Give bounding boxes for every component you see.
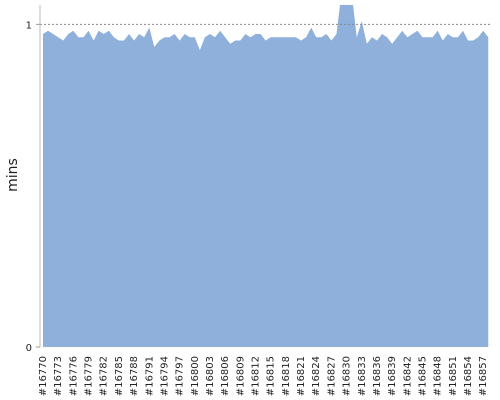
x-tick-label: #16797: [175, 356, 186, 396]
x-tick-label: #16821: [296, 356, 307, 396]
y-axis-label: mins: [5, 158, 21, 192]
x-tick-label: #16776: [68, 356, 79, 396]
x-tick-label: #16791: [144, 356, 155, 396]
x-tick-label: #16848: [433, 356, 444, 396]
x-tick-label: #16788: [129, 356, 140, 396]
x-tick-label: #16779: [84, 356, 95, 396]
x-tick-label: #16785: [114, 356, 125, 396]
x-tick-label: #16830: [342, 356, 353, 396]
x-tick-label: #16806: [220, 356, 231, 396]
x-tick-label: #16833: [357, 356, 368, 396]
x-tick-label: #16809: [235, 356, 246, 396]
x-tick-label: #16857: [478, 356, 489, 396]
x-tick-label: #16839: [387, 356, 398, 396]
x-tick-label: #16845: [418, 356, 429, 396]
x-tick-label: #16794: [159, 356, 170, 396]
area: [43, 5, 489, 347]
x-tick-label: #16827: [326, 356, 337, 396]
x-tick-label: #16824: [311, 356, 322, 396]
x-tick-label: #16770: [38, 356, 49, 396]
x-tick-label: #16836: [372, 356, 383, 396]
x-tick-label: #16803: [205, 356, 216, 396]
x-tick-label: #16818: [281, 356, 292, 396]
x-tick-label: #16800: [190, 356, 201, 396]
x-tick-label: #16851: [448, 356, 459, 396]
x-tick-label: #16854: [463, 356, 474, 396]
x-tick-label: #16773: [53, 356, 64, 396]
x-tick-label: #16812: [251, 356, 262, 396]
x-tick-label: #16842: [402, 356, 413, 396]
x-tick-label: #16782: [99, 356, 110, 396]
y-tick-label: 0: [26, 343, 32, 354]
y-tick-label: 1: [26, 20, 32, 31]
x-tick-label: #16815: [266, 356, 277, 396]
